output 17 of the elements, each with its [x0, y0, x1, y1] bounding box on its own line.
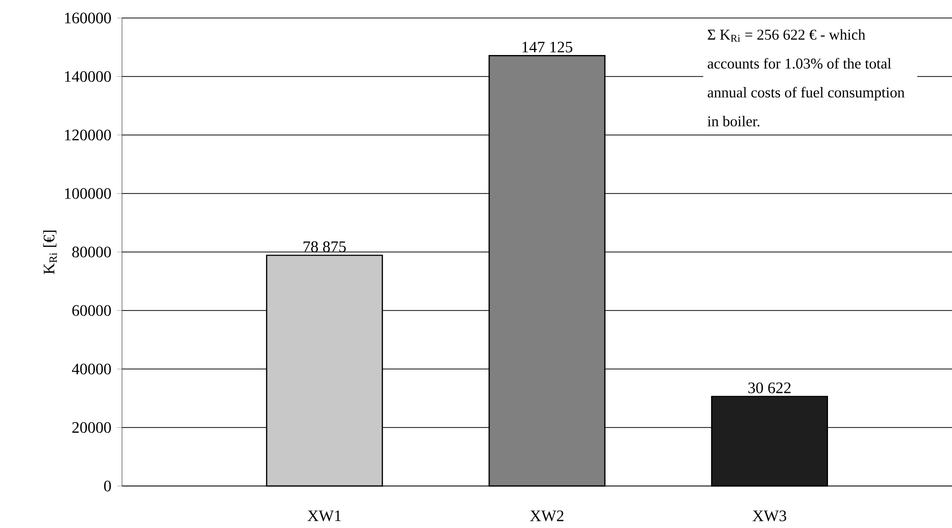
y-axis-title: K$_{Ri}$ [€] [43, 230, 57, 274]
y-tick-label: 100000 [65, 188, 111, 199]
y-tick-label: 120000 [65, 130, 111, 140]
y-tick-label: 140000 [65, 71, 111, 82]
data-label: 78 875 [304, 241, 346, 252]
data-label: 147 125 [522, 42, 572, 52]
y-tick-label: 60000 [72, 305, 111, 316]
y-tick-label: 80000 [72, 246, 111, 258]
y-tick-label: 20000 [72, 422, 111, 433]
y-tick-label: 160000 [65, 12, 111, 24]
y-tick-label: 40000 [72, 364, 111, 374]
data-label: 30 622 [748, 382, 791, 394]
x-tick-label: XW1 [308, 510, 341, 522]
x-tick-label: XW3 [752, 510, 786, 522]
x-tick-label: XW2 [530, 510, 564, 522]
y-tick-label: 0 [104, 480, 111, 492]
text: Σ K$_{Ri}$ = 256 622 € - which accounts for 1.03% of the total annual costs of fuel consumption in boiler. [708, 29, 905, 126]
